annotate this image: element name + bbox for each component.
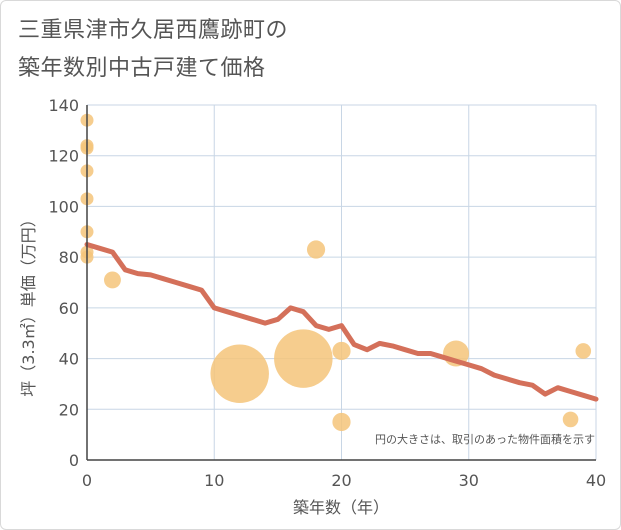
trend-line [84,242,599,402]
chart-title: 三重県津市久居西鷹跡町の 築年数別中古戸建て価格 [18,12,288,88]
x-tick-label: 30 [459,471,479,490]
data-point [332,412,351,432]
y-tick-label: 100 [48,197,79,216]
y-tick-label: 120 [48,147,79,166]
axes: 0 20 40 60 80 100 120 140 0 10 20 30 40 [48,96,606,490]
trend-line-group [84,242,599,402]
data-point [210,344,269,404]
y-axis-label: 坪（3.3㎡）単価（万円） [19,211,38,396]
y-tick-label: 20 [59,400,79,419]
chart-title-line-1: 三重県津市久居西鷹跡町の [18,18,289,43]
chart-title-line-2: 築年数別中古戸建て価格 [18,56,266,81]
data-point [274,329,333,388]
data-points [80,113,592,432]
y-tick-label: 0 [69,451,79,470]
data-point [104,271,121,289]
y-tick-label: 60 [59,299,79,318]
x-tick-label: 10 [204,471,224,490]
data-point [575,343,592,359]
x-axis-label: 築年数（年） [293,498,389,517]
y-tick-label: 140 [48,96,79,115]
size-note: 円の大きさは、取引のあった物件面積を示す [375,432,595,446]
y-tick-label: 40 [59,350,79,369]
y-tick-label: 80 [59,248,79,267]
x-tick-label: 40 [586,471,606,490]
data-point [332,341,351,361]
grid [87,104,597,460]
x-tick-label: 20 [331,471,351,490]
data-point [562,411,579,428]
x-tick-label: 0 [82,471,92,490]
data-point [306,240,326,259]
